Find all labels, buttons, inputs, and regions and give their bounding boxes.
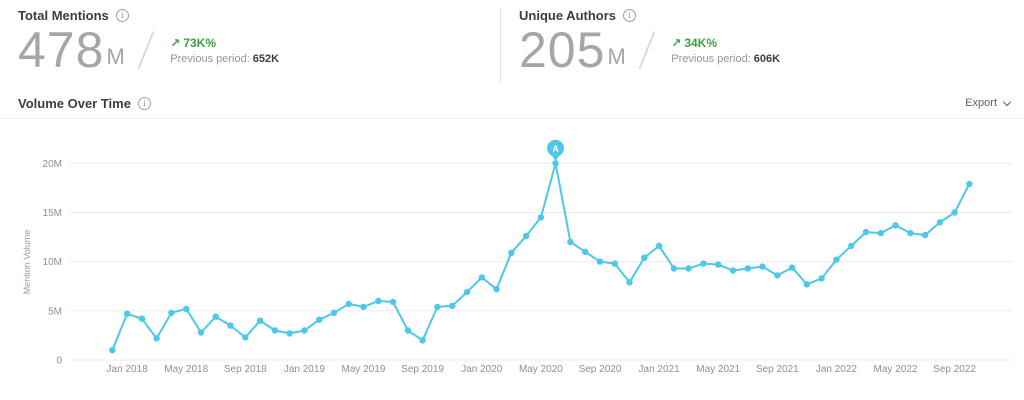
svg-text:Sep 2022: Sep 2022 bbox=[933, 364, 976, 375]
svg-text:Sep 2018: Sep 2018 bbox=[224, 364, 267, 375]
svg-text:May 2020: May 2020 bbox=[519, 364, 563, 375]
trend-up-icon: ↗ bbox=[671, 35, 682, 50]
svg-text:Jan 2021: Jan 2021 bbox=[639, 364, 681, 375]
export-button[interactable]: Export bbox=[965, 97, 1012, 109]
stat-card-unique-authors: Unique Authors i 205 M ↗ 34K% Previous pe… bbox=[501, 0, 1024, 88]
svg-text:Jan 2022: Jan 2022 bbox=[816, 364, 858, 375]
info-icon[interactable]: i bbox=[137, 96, 151, 110]
section-title: Volume Over Time bbox=[18, 95, 131, 111]
stat-title-unique-authors: Unique Authors bbox=[519, 8, 617, 23]
svg-text:Jan 2019: Jan 2019 bbox=[284, 364, 326, 375]
vertical-divider bbox=[500, 8, 501, 82]
stats-row: Total Mentions i 478 M ↗ 73K% Previous pe… bbox=[0, 0, 1024, 88]
delta-positive: ↗ 34K% bbox=[671, 36, 780, 50]
trend-up-icon: ↗ bbox=[170, 35, 181, 50]
info-icon[interactable]: i bbox=[115, 9, 129, 22]
info-icon[interactable]: i bbox=[623, 9, 637, 22]
svg-text:5M: 5M bbox=[48, 306, 62, 317]
previous-period-label: Previous period: bbox=[170, 52, 250, 65]
svg-text:15M: 15M bbox=[43, 208, 62, 219]
svg-text:Sep 2019: Sep 2019 bbox=[401, 364, 444, 375]
delta-positive: ↗ 73K% bbox=[170, 36, 279, 50]
chevron-down-icon bbox=[1002, 97, 1012, 106]
svg-text:May 2022: May 2022 bbox=[874, 364, 918, 375]
section-header: Volume Over Time i Export bbox=[0, 88, 1024, 119]
stat-title-total-mentions: Total Mentions bbox=[18, 8, 109, 23]
svg-text:May 2021: May 2021 bbox=[696, 364, 740, 375]
stat-value-unit: M bbox=[106, 44, 125, 69]
svg-text:Sep 2020: Sep 2020 bbox=[579, 364, 622, 375]
svg-text:Sep 2021: Sep 2021 bbox=[756, 364, 799, 375]
svg-text:10M: 10M bbox=[43, 257, 62, 268]
previous-period-label: Previous period: bbox=[671, 52, 751, 65]
stat-card-total-mentions: Total Mentions i 478 M ↗ 73K% Previous pe… bbox=[0, 0, 500, 88]
delta-block: ↗ 73K% Previous period: 652K bbox=[170, 36, 279, 65]
previous-period-value: 652K bbox=[252, 52, 280, 65]
svg-text:20M: 20M bbox=[43, 159, 62, 170]
previous-period: Previous period: 652K bbox=[170, 53, 279, 65]
previous-period: Previous period: 606K bbox=[671, 53, 780, 65]
stat-value-unit: M bbox=[607, 44, 626, 69]
volume-over-time-chart[interactable]: 0 5M 10M 15M 20M Mention Volume Jan 2018 May 20… bbox=[0, 119, 1024, 400]
line-chart-svg[interactable]: 0 5M 10M 15M 20M Mention Volume Jan 2018 May 20… bbox=[0, 119, 1024, 400]
svg-text:Mention Volume: Mention Volume bbox=[22, 230, 32, 295]
delta-block: ↗ 34K% Previous period: 606K bbox=[671, 36, 780, 65]
svg-text:May 2018: May 2018 bbox=[164, 364, 208, 375]
slash-divider bbox=[137, 31, 154, 69]
export-label: Export bbox=[965, 97, 997, 109]
stat-value-total-mentions: 478 bbox=[18, 22, 105, 78]
svg-text:Jan 2020: Jan 2020 bbox=[461, 364, 503, 375]
svg-text:A: A bbox=[552, 144, 559, 154]
delta-value: 34K% bbox=[684, 35, 718, 50]
slash-divider bbox=[638, 31, 655, 69]
svg-text:0: 0 bbox=[56, 356, 62, 367]
stat-value-unique-authors: 205 bbox=[519, 22, 606, 78]
annotation-marker[interactable] bbox=[547, 139, 565, 157]
previous-period-value: 606K bbox=[753, 52, 781, 65]
delta-value: 73K% bbox=[183, 35, 217, 50]
svg-text:May 2019: May 2019 bbox=[342, 364, 386, 375]
svg-text:Jan 2018: Jan 2018 bbox=[107, 364, 149, 375]
